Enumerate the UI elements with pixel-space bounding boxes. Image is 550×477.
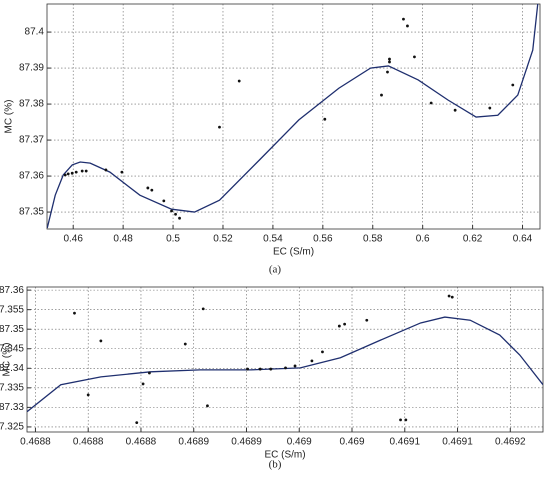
data-point (150, 188, 154, 192)
x-tick-label: 0.4688 (126, 437, 157, 448)
data-point (321, 350, 324, 354)
data-point (201, 307, 205, 311)
x-tick-label: 0.48 (113, 234, 133, 245)
data-point (135, 421, 139, 425)
data-point (399, 418, 402, 422)
y-tick-label: 87.335 (0, 382, 24, 393)
x-tick-label: 0.54 (263, 234, 283, 245)
plot-frame (46, 3, 541, 230)
data-point (104, 168, 108, 172)
x-tick-label: 0.469 (287, 437, 312, 448)
x-tick-label: 0.4688 (73, 437, 104, 448)
data-point (74, 170, 78, 174)
data-point (293, 364, 297, 368)
x-tick-label: 0.4691 (389, 437, 420, 448)
data-point (86, 393, 90, 397)
x-tick-label: 0.4689 (231, 437, 262, 448)
data-point (183, 342, 187, 346)
x-tick-label: 0.5 (166, 234, 180, 245)
y-axis-label: MC (%) (2, 343, 13, 377)
x-tick-label: 0.46 (63, 234, 83, 245)
data-point (141, 382, 145, 386)
y-tick-label: 87.345 (0, 343, 24, 354)
x-tick-label: 0.56 (313, 234, 333, 245)
data-point (63, 173, 67, 177)
x-axis-label: EC (S/m) (273, 247, 314, 258)
y-tick-label: 87.35 (19, 207, 44, 218)
y-tick-label: 87.4 (25, 27, 45, 38)
data-point (70, 171, 74, 175)
x-tick-label: 0.62 (463, 234, 483, 245)
data-point (218, 125, 221, 129)
x-tick-label: 0.4688 (20, 437, 51, 448)
x-tick-label: 0.58 (363, 234, 383, 245)
y-tick-label: 87.355 (0, 304, 24, 315)
data-point (206, 404, 209, 408)
data-point (146, 186, 150, 190)
y-tick-label: 87.325 (0, 422, 24, 433)
y-tick-label: 87.36 (0, 285, 24, 296)
fit-curve (27, 316, 543, 413)
data-point (365, 318, 369, 322)
data-point (404, 418, 408, 422)
x-tick-label: 0.52 (213, 234, 233, 245)
y-axis-label: MC (%) (4, 100, 15, 134)
data-point (148, 371, 151, 375)
x-tick-label: 0.469 (339, 437, 364, 448)
data-point (66, 172, 70, 176)
y-tick-label: 87.39 (19, 63, 44, 74)
data-point (162, 199, 166, 203)
data-point (380, 93, 383, 97)
data-point (511, 83, 515, 87)
panel-label: (b) (269, 459, 282, 471)
data-point (310, 359, 314, 363)
x-tick-label: 0.4691 (442, 437, 473, 448)
data-point (413, 55, 416, 59)
data-point (99, 339, 103, 343)
y-tick-label: 87.38 (19, 99, 44, 110)
data-point (450, 295, 454, 299)
data-point (323, 117, 327, 121)
data-point (170, 209, 173, 213)
data-point (174, 212, 177, 216)
x-axis-label: EC (S/m) (264, 450, 305, 461)
data-point (429, 101, 433, 105)
y-tick-label: 87.36 (19, 171, 44, 182)
x-tick-label: 0.6 (416, 234, 430, 245)
data-point (246, 367, 249, 371)
panel-label: (a) (269, 264, 282, 276)
y-tick-label: 87.37 (19, 135, 44, 146)
y-tick-label: 87.33 (0, 402, 24, 413)
x-tick-label: 0.64 (513, 234, 533, 245)
x-tick-label: 0.4689 (178, 437, 209, 448)
fit-curve (47, 4, 539, 229)
data-point (388, 57, 391, 61)
data-point (386, 70, 389, 74)
data-point (258, 367, 262, 371)
data-point (237, 79, 241, 83)
data-point (80, 169, 84, 173)
y-tick-label: 87.35 (0, 324, 24, 335)
x-tick-label: 0.4692 (495, 437, 526, 448)
data-point (120, 170, 124, 174)
data-point (73, 311, 76, 315)
data-point (453, 108, 457, 112)
plot-frame (26, 286, 544, 433)
data-point (343, 322, 347, 326)
data-point (447, 294, 451, 298)
data-point (488, 106, 492, 110)
data-point (284, 366, 287, 370)
data-point (178, 216, 181, 220)
y-tick-label: 87.34 (0, 363, 24, 374)
data-point (84, 169, 88, 173)
data-point (402, 17, 405, 21)
data-point (337, 324, 341, 328)
data-point (269, 367, 273, 371)
data-point (406, 24, 409, 28)
data-point (388, 60, 391, 64)
